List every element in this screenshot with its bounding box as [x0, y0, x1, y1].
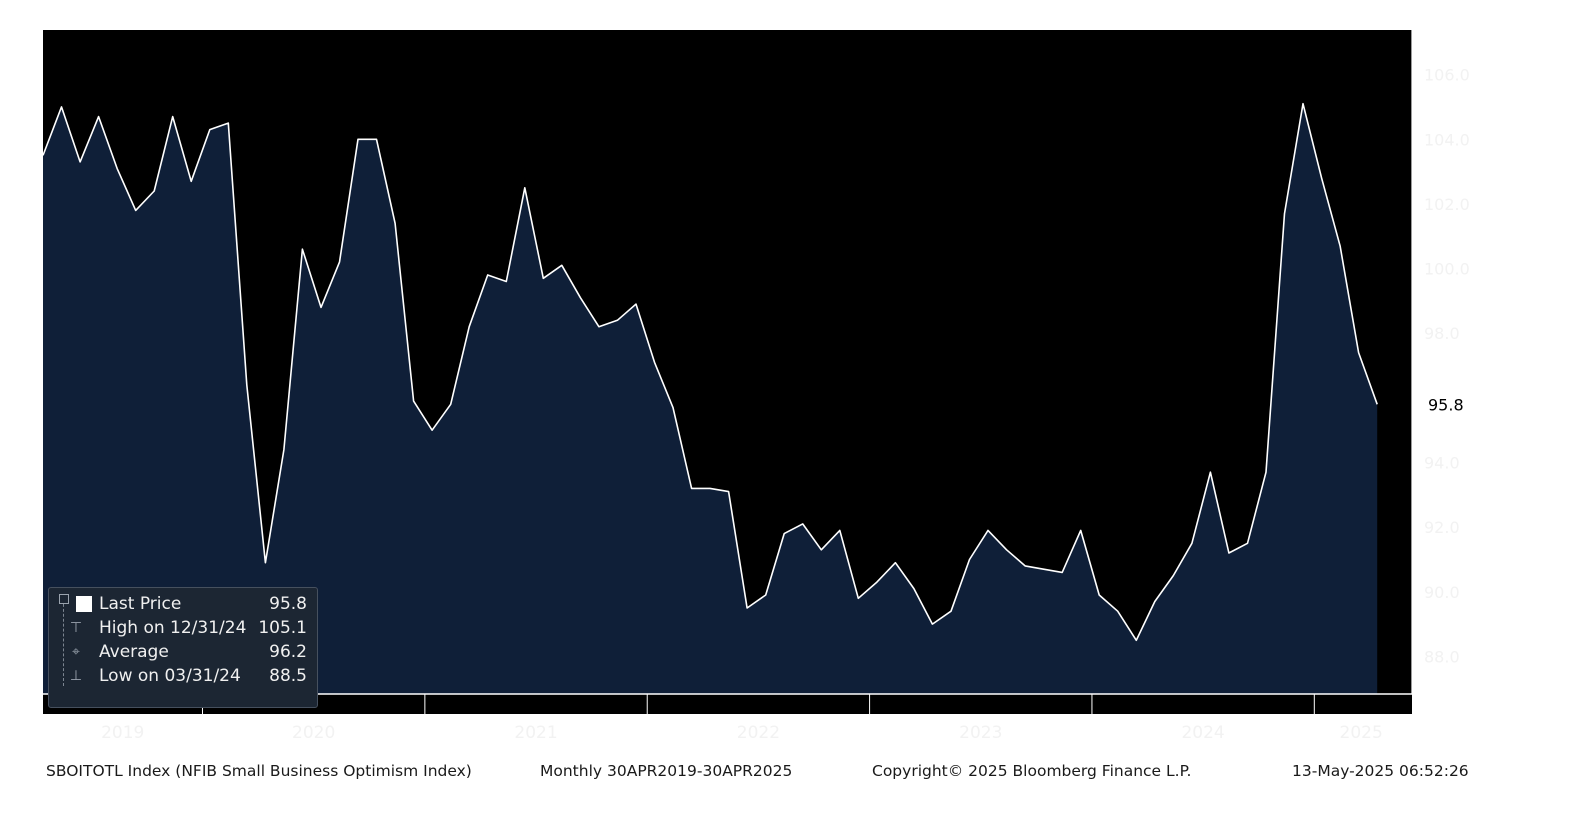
- footer-ticker: SBOITOTL Index (NFIB Small Business Opti…: [46, 762, 472, 780]
- y-tick-label: 88.0: [1424, 647, 1460, 666]
- x-year-label: 2019: [101, 723, 144, 743]
- y-tick-label: 100.0: [1424, 260, 1470, 279]
- legend-label: Low on 03/31/24: [99, 666, 241, 686]
- legend-row-last-price: Last Price 95.8: [49, 594, 317, 616]
- y-tick-label: 90.0: [1424, 583, 1460, 602]
- legend-row-low: ⊥ Low on 03/31/24 88.5: [49, 666, 317, 688]
- series-layer: [42, 102, 1378, 694]
- collapse-box-icon[interactable]: [59, 594, 69, 604]
- low-marker-icon: ⊥: [69, 668, 83, 684]
- y-tick-label: 104.0: [1424, 130, 1470, 149]
- x-year-label: 2023: [959, 723, 1002, 743]
- legend-row-average: ⌖ Average 96.2: [49, 642, 317, 664]
- legend-label: Average: [99, 642, 169, 662]
- y-tick-label: 98.0: [1424, 324, 1460, 343]
- legend-value: 105.1: [258, 618, 307, 638]
- series-line: [42, 102, 1378, 642]
- x-year-label: 2022: [737, 723, 780, 743]
- footer-period: Monthly 30APR2019-30APR2025: [540, 762, 793, 780]
- x-year-label: 2021: [514, 723, 557, 743]
- footer-timestamp: 13-May-2025 06:52:26: [1292, 762, 1469, 780]
- legend-value: 95.8: [269, 594, 307, 614]
- average-marker-icon: ⌖: [72, 644, 80, 660]
- y-tick-label: 92.0: [1424, 518, 1460, 537]
- x-year-label: 2024: [1181, 723, 1224, 743]
- last-value-label: 95.8: [1428, 395, 1464, 414]
- legend-value: 96.2: [269, 642, 307, 662]
- y-tick-label: 106.0: [1424, 66, 1470, 85]
- legend-label: Last Price: [99, 594, 182, 614]
- y-tick-label: 94.0: [1424, 454, 1460, 473]
- footer-copyright: Copyright© 2025 Bloomberg Finance L.P.: [872, 762, 1192, 780]
- legend-panel: Last Price 95.8 ⊤ High on 12/31/24 105.1…: [48, 587, 318, 708]
- series-swatch-icon: [76, 596, 92, 612]
- legend-value: 88.5: [269, 666, 307, 686]
- legend-label: High on 12/31/24: [99, 618, 247, 638]
- legend-tree-line: [63, 594, 65, 686]
- series-area-fill: [43, 103, 1378, 694]
- high-marker-icon: ⊤: [69, 620, 83, 636]
- x-year-label: 2025: [1340, 723, 1383, 743]
- last-value-marker: [1417, 392, 1473, 416]
- y-tick-label: 102.0: [1424, 195, 1470, 214]
- x-year-label: 2020: [292, 723, 335, 743]
- legend-row-high: ⊤ High on 12/31/24 105.1: [49, 618, 317, 640]
- axis-layer: 106.0 104.0 102.0 100.0 98.0 94.0 92.0 90.0 88.0…: [43, 30, 1473, 743]
